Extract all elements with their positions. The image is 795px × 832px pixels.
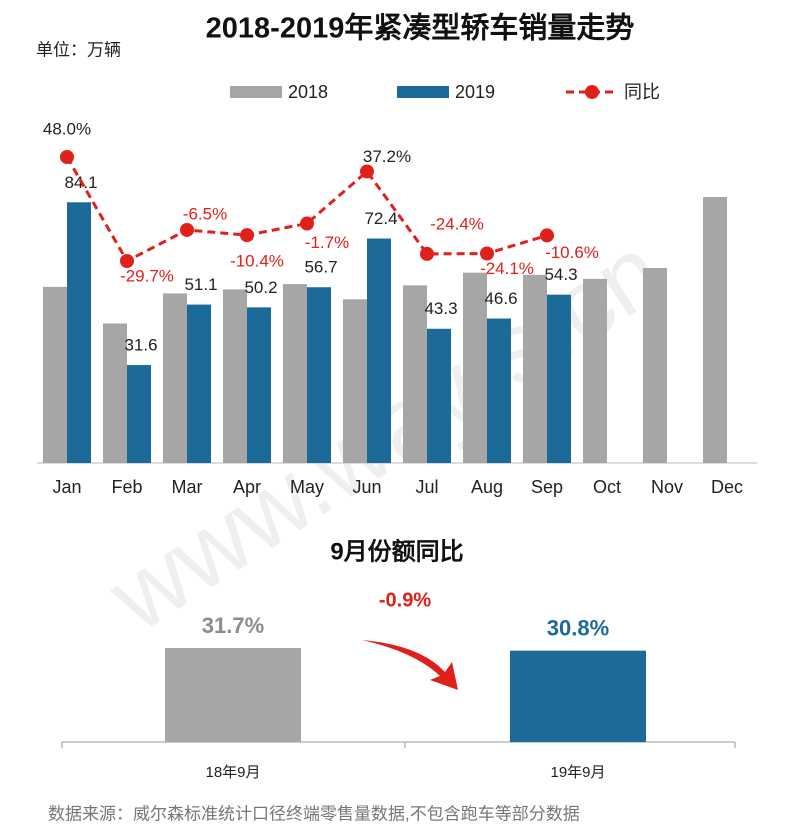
legend-label: 2018 (288, 82, 328, 102)
point (240, 228, 254, 243)
legend-label: 同比 (624, 82, 660, 102)
legend-swatch (397, 86, 449, 98)
bar (487, 318, 511, 463)
data-label: -1.7% (305, 233, 349, 252)
bar (523, 274, 547, 463)
point (60, 150, 74, 164)
bar (247, 307, 271, 463)
bar (703, 197, 727, 463)
legend-swatch (585, 85, 599, 99)
x-tick-label: Aug (471, 477, 503, 497)
bar (643, 267, 667, 463)
data-label: -29.7% (120, 266, 174, 285)
x-tick-label: Apr (233, 477, 261, 497)
bar (163, 293, 187, 463)
bar (223, 289, 247, 463)
bar (343, 299, 367, 463)
data-label: 37.2% (363, 147, 411, 166)
bar (127, 365, 151, 463)
bar (463, 272, 487, 463)
data-label: 50.2 (244, 278, 277, 297)
bar (103, 323, 127, 463)
bar (43, 286, 67, 463)
x-tick-label: Feb (111, 477, 142, 497)
x-tick-label: Oct (593, 477, 621, 497)
data-label: 31.7% (202, 613, 264, 638)
legend-label: 2019 (455, 82, 495, 102)
x-tick-label: Mar (172, 477, 203, 497)
data-label: 56.7 (304, 258, 337, 277)
point (360, 164, 374, 179)
data-label: 72.4 (364, 209, 397, 228)
x-tick-label: 18年9月 (205, 764, 260, 781)
x-tick-label: Jun (352, 477, 381, 497)
x-tick-label: 19年9月 (550, 764, 605, 781)
bar (547, 294, 571, 463)
chart-title: 9月份额同比 (330, 538, 463, 565)
point (120, 254, 134, 268)
point (180, 222, 194, 237)
chart-title: 2018-2019年紧凑型轿车销量走势 (206, 11, 635, 45)
bar (367, 238, 391, 463)
x-tick-label: Nov (651, 477, 683, 497)
data-label: 43.3 (424, 299, 457, 318)
x-tick-label: May (290, 477, 324, 497)
x-tick-label: Dec (711, 477, 743, 497)
bar (307, 287, 331, 463)
point (480, 246, 494, 261)
bar (427, 328, 451, 463)
arrow (362, 640, 458, 690)
bar (510, 650, 646, 742)
source-note: 数据来源：威尔森标准统计口径终端零售量数据,不包含跑车等部分数据 (48, 804, 580, 823)
data-label: 54.3 (544, 265, 577, 284)
bar (187, 304, 211, 463)
point (420, 246, 434, 261)
data-label: -24.4% (430, 214, 484, 233)
point (540, 228, 554, 243)
legend-swatch (230, 86, 282, 98)
data-label: -10.6% (545, 243, 599, 262)
data-label: -24.1% (480, 259, 534, 278)
data-label: -10.4% (230, 252, 284, 271)
data-label: 51.1 (184, 275, 217, 294)
annotation: -0.9% (379, 589, 431, 611)
x-tick-label: Jan (52, 477, 81, 497)
data-label: 46.6 (484, 289, 517, 308)
bar (165, 648, 301, 742)
data-label: 30.8% (547, 615, 609, 640)
data-label: 31.6 (124, 336, 157, 355)
bar (283, 284, 307, 463)
point (300, 216, 314, 231)
data-label: -6.5% (183, 204, 227, 223)
bar (583, 278, 607, 463)
unit-label: 单位：万辆 (36, 40, 121, 59)
bar (67, 202, 91, 464)
bar (403, 285, 427, 463)
data-label: 48.0% (43, 119, 91, 138)
x-tick-label: Jul (415, 477, 438, 497)
x-tick-label: Sep (531, 477, 563, 497)
